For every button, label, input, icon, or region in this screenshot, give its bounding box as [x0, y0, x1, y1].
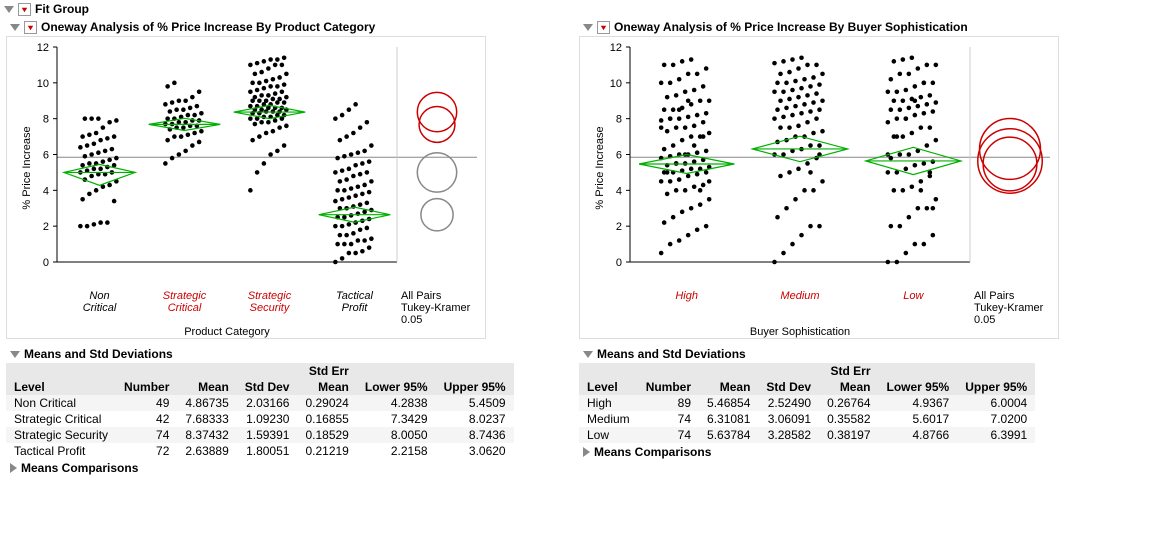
chart-area: % Price Increase 0 2 4 6 8 10 12 HighMediumLow Al… — [579, 36, 1059, 339]
svg-text:12: 12 — [37, 42, 49, 54]
svg-text:0: 0 — [43, 257, 49, 269]
hotspot-menu-icon[interactable] — [597, 21, 610, 34]
category-label: StrategicCritical — [142, 290, 227, 314]
fit-group-title: Fit Group — [35, 2, 89, 16]
table-row: Strategic Critical427.683331.092300.1685… — [6, 411, 514, 427]
table-row: Medium746.310813.060910.355825.60177.020… — [579, 411, 1035, 427]
category-label: Medium — [743, 290, 856, 302]
svg-text:8: 8 — [43, 114, 49, 126]
table-row: Tactical Profit722.638891.800510.212192.… — [6, 443, 514, 459]
means-header[interactable]: Means and Std Deviations — [6, 345, 571, 363]
means-comparisons-header[interactable]: Means Comparisons — [579, 443, 1144, 461]
y-axis-label: % Price Increase — [594, 118, 606, 218]
oneway-chart-svg: 0 2 4 6 8 10 12 — [580, 37, 1060, 287]
category-label: StrategicSecurity — [227, 290, 312, 314]
oneway-title: Oneway Analysis of % Price Increase By P… — [41, 20, 375, 34]
category-label: NonCritical — [57, 290, 142, 314]
disclosure-open-icon[interactable] — [583, 24, 593, 31]
means-title: Means and Std Deviations — [597, 347, 746, 361]
x-axis-label: Buyer Sophistication — [630, 326, 970, 338]
category-label: High — [630, 290, 743, 302]
svg-text:12: 12 — [610, 42, 622, 54]
svg-text:10: 10 — [610, 78, 622, 90]
svg-text:2: 2 — [616, 221, 622, 233]
disclosure-open-icon[interactable] — [10, 24, 20, 31]
hotspot-menu-icon[interactable] — [18, 3, 31, 16]
panels-container: Oneway Analysis of % Price Increase By P… — [0, 18, 1150, 477]
svg-text:4: 4 — [43, 185, 49, 197]
means-title: Means and Std Deviations — [24, 347, 173, 361]
svg-text:8: 8 — [616, 114, 622, 126]
oneway-chart-svg: 0 2 4 6 8 10 12 — [7, 37, 487, 287]
oneway-panel: Oneway Analysis of % Price Increase By P… — [6, 18, 571, 477]
fit-group-block: Fit Group Oneway Analysis of % Price Inc… — [0, 0, 1150, 477]
means-table: Std ErrLevelNumberMeanStd DevMeanLower 9… — [6, 363, 514, 459]
oneway-title: Oneway Analysis of % Price Increase By B… — [614, 20, 968, 34]
svg-text:6: 6 — [43, 150, 49, 162]
table-row: High895.468542.524900.267644.93676.0004 — [579, 395, 1035, 411]
disclosure-open-icon[interactable] — [10, 351, 20, 358]
means-comparisons-title: Means Comparisons — [21, 461, 138, 475]
means-header[interactable]: Means and Std Deviations — [579, 345, 1144, 363]
disclosure-open-icon[interactable] — [4, 6, 14, 13]
disclosure-closed-icon[interactable] — [583, 447, 590, 457]
svg-text:4: 4 — [616, 185, 622, 197]
table-row: Strategic Security748.374321.593910.1852… — [6, 427, 514, 443]
comparison-label: All PairsTukey-Kramer0.05 — [974, 290, 1050, 326]
disclosure-closed-icon[interactable] — [10, 463, 17, 473]
means-table-block: Means and Std Deviations Std ErrLevelNumb… — [579, 345, 1144, 443]
svg-text:0: 0 — [616, 257, 622, 269]
means-table-block: Means and Std Deviations Std ErrLevelNumb… — [6, 345, 571, 459]
means-comparisons-header[interactable]: Means Comparisons — [6, 459, 571, 477]
y-axis-label: % Price Increase — [21, 118, 33, 218]
comparison-label: All PairsTukey-Kramer0.05 — [401, 290, 477, 326]
x-axis-label: Product Category — [57, 326, 397, 338]
table-row: Non Critical494.867352.031660.290244.283… — [6, 395, 514, 411]
means-comparisons-title: Means Comparisons — [594, 445, 711, 459]
table-row: Low745.637843.285820.381974.87666.3991 — [579, 427, 1035, 443]
category-label: Low — [857, 290, 970, 302]
disclosure-open-icon[interactable] — [583, 351, 593, 358]
svg-text:2: 2 — [43, 221, 49, 233]
svg-text:10: 10 — [37, 78, 49, 90]
fit-group-header[interactable]: Fit Group — [0, 0, 1150, 18]
oneway-panel: Oneway Analysis of % Price Increase By B… — [579, 18, 1144, 477]
oneway-header[interactable]: Oneway Analysis of % Price Increase By P… — [6, 18, 571, 36]
svg-text:6: 6 — [616, 150, 622, 162]
means-table: Std ErrLevelNumberMeanStd DevMeanLower 9… — [579, 363, 1035, 443]
category-label: TacticalProfit — [312, 290, 397, 314]
chart-area: % Price Increase024681012NonCriticalStra… — [6, 36, 486, 339]
hotspot-menu-icon[interactable] — [24, 21, 37, 34]
oneway-header[interactable]: Oneway Analysis of % Price Increase By B… — [579, 18, 1144, 36]
